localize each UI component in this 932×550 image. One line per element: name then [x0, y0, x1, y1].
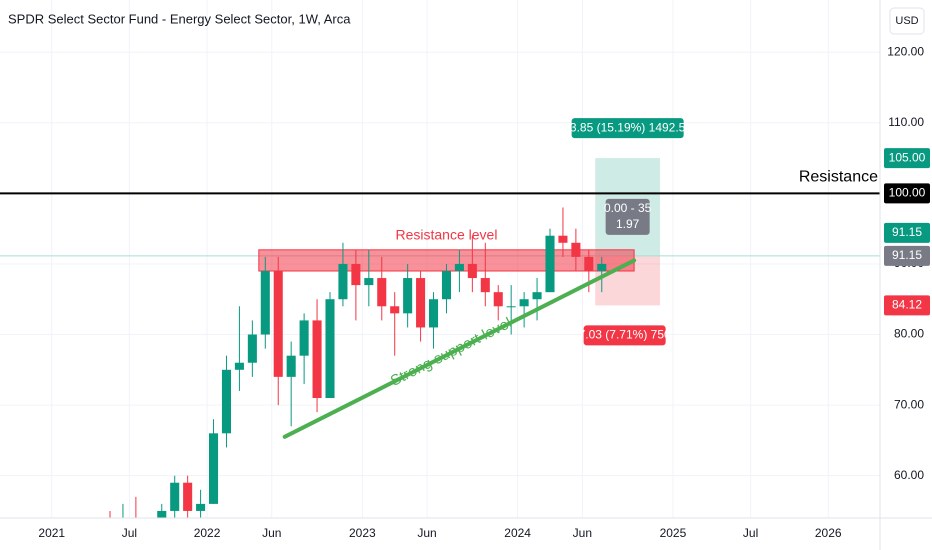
candle-body — [338, 263, 348, 300]
candle-body — [299, 320, 309, 356]
candle-body — [170, 482, 180, 511]
x-tick-label: 2022 — [194, 526, 221, 540]
profit-label: 13.85 (15.19%) 1492.53 — [563, 120, 692, 134]
candle-body — [351, 263, 361, 286]
currency[interactable]: USD — [895, 15, 918, 27]
candle-body — [506, 306, 516, 308]
candle-body — [441, 270, 451, 300]
profit-label-box — [571, 118, 684, 139]
last-price-tag-text: 91.15 — [892, 248, 922, 262]
entry-tag — [884, 222, 930, 243]
candle-body — [390, 306, 400, 314]
loss-label: 7.03 (7.71%) 750 — [579, 328, 671, 342]
x-tick-label: 2026 — [815, 526, 842, 540]
candle-body — [597, 263, 607, 271]
stats-box — [605, 198, 650, 235]
target-tag — [884, 148, 930, 169]
candle-body — [545, 235, 555, 293]
y-tick-label: 120.00 — [887, 44, 924, 58]
candle-body — [558, 235, 568, 243]
candle-body — [286, 355, 296, 377]
y-tick-label: 110.00 — [888, 115, 924, 129]
resistance-tag-text: 100.00 — [889, 186, 926, 200]
stop-tag — [884, 295, 930, 316]
candle-body — [196, 503, 206, 511]
stats-line: 0.00 - 35 — [604, 201, 652, 215]
candle-body — [493, 292, 503, 307]
candle-body — [416, 278, 426, 328]
candle-body — [429, 299, 439, 328]
x-tick-label: 2021 — [38, 526, 65, 540]
y-tick-label: 70.00 — [894, 397, 924, 411]
x-tick-label: 2025 — [660, 526, 687, 540]
x-tick-label: 2024 — [504, 526, 531, 540]
candle-body — [312, 320, 322, 399]
candle-body — [157, 510, 167, 518]
target-tag-text: 105.00 — [889, 150, 926, 164]
candle-body — [273, 270, 283, 377]
candle-body — [584, 256, 594, 271]
candle-body — [209, 433, 219, 504]
candle-body — [377, 278, 387, 307]
candle-body — [467, 263, 477, 279]
axes: 2021 Jul 2022 Jun 2023 Jun 2024 Jun 2025 Jul 2026 6… — [38, 44, 930, 540]
candle-body — [234, 362, 244, 370]
last-price-tag — [884, 245, 930, 266]
candle-body — [221, 369, 231, 434]
currency-button[interactable] — [889, 7, 925, 35]
x-tick-label: Jun — [573, 526, 592, 540]
chart-title: SPDR Select Sector Fund - Energy Select … — [8, 11, 351, 26]
candle-body — [247, 334, 257, 363]
candle-body — [571, 242, 581, 257]
candle-body — [480, 278, 490, 293]
x-tick-label: Jul — [122, 526, 137, 540]
entry-tag-text: 91.15 — [892, 225, 922, 239]
stop-tag-text: 84.12 — [892, 298, 922, 312]
resistance-tag — [884, 183, 930, 204]
x-tick-label: 2023 — [349, 526, 376, 540]
x-tick-label: Jun — [262, 526, 281, 540]
x-tick-label: Jul — [743, 526, 758, 540]
candle-body — [454, 263, 464, 271]
candle-body — [364, 278, 374, 286]
support-trendline — [282, 258, 637, 439]
x-tick-label: Jun — [417, 526, 436, 540]
candle-body — [532, 292, 542, 300]
y-tick-label: 60.00 — [894, 468, 924, 482]
zone-label: Resistance level — [396, 227, 498, 243]
candle-body — [519, 299, 529, 307]
candle-body — [260, 270, 270, 335]
y-tick-label: 80.00 — [894, 327, 924, 341]
candle-body — [403, 278, 413, 314]
candle-body — [183, 482, 193, 511]
candle-body — [325, 299, 335, 399]
stats-line: 1.97 — [616, 217, 640, 231]
loss-label-box — [583, 325, 666, 346]
resistance-label: Resistance — [799, 169, 878, 186]
